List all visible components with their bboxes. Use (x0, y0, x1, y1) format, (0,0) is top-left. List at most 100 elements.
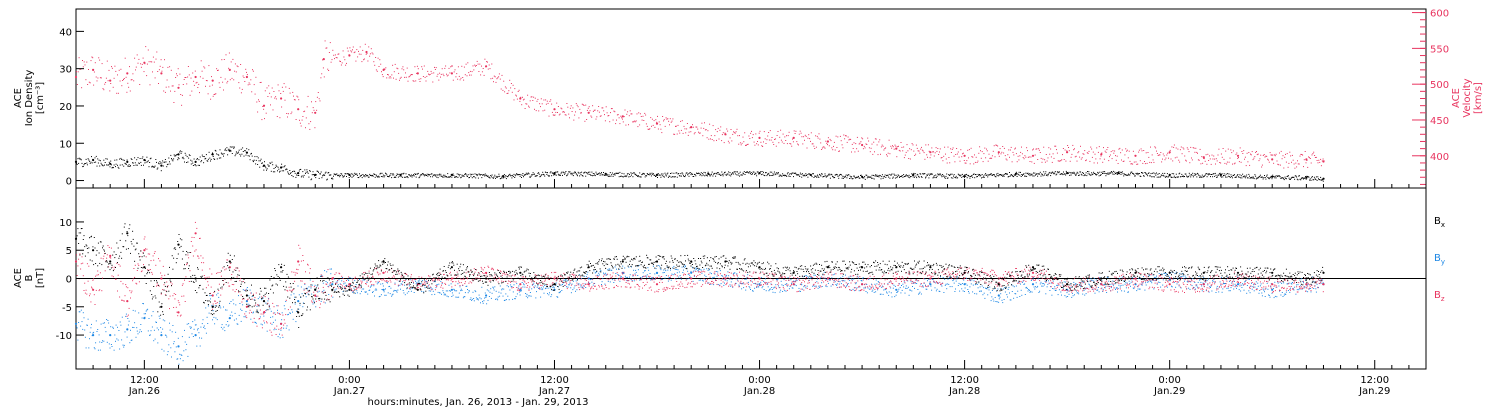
by-point (229, 317, 231, 319)
velocity-point (451, 72, 453, 74)
x-tick-time: 0:00 (1158, 375, 1180, 386)
velocity-tick-label: 500 (1430, 80, 1449, 91)
velocity-point (195, 76, 197, 78)
velocity-tick-label: 600 (1430, 9, 1449, 20)
by-point (451, 289, 453, 291)
velocity-point (246, 76, 248, 78)
density-tick-label: 30 (59, 65, 72, 76)
bx-point (1100, 277, 1102, 279)
bz-point (280, 323, 282, 325)
velocity-point (280, 97, 282, 99)
b-tick-label: -5 (62, 303, 72, 314)
bz-point (212, 294, 214, 296)
b-tick-label: -10 (56, 331, 72, 342)
by-point (297, 300, 299, 302)
bx-point (109, 260, 111, 262)
legend-By: By (1434, 253, 1445, 266)
velocity-point (177, 87, 179, 89)
velocity-point (758, 137, 760, 139)
by-point (998, 294, 1000, 296)
bx-point (246, 294, 248, 296)
bx-point (622, 260, 624, 262)
x-tick-time: 0:00 (338, 375, 360, 386)
bz-point (160, 277, 162, 279)
x-axis-title: hours:minutes, Jan. 26, 2013 - Jan. 29, … (368, 397, 589, 408)
velocity-point (229, 69, 231, 71)
velocity-point (998, 151, 1000, 153)
x-tick-date: Jan.29 (1153, 386, 1185, 397)
velocity-scatter (76, 40, 1325, 168)
bx-point (92, 249, 94, 251)
density-point (195, 161, 197, 163)
by-point (1032, 283, 1034, 285)
bx-point (160, 306, 162, 308)
velocity-tick-label: 550 (1430, 44, 1449, 55)
velocity-point (588, 112, 590, 114)
by-point (895, 289, 897, 291)
bz-point (177, 311, 179, 313)
bz-point (656, 283, 658, 285)
bx-point (1066, 283, 1068, 285)
bz-point (1134, 277, 1136, 279)
velocity-point (553, 108, 555, 110)
bx-point (485, 277, 487, 279)
bz-point (519, 283, 521, 285)
velocity-point (314, 112, 316, 114)
density-tick-label: 10 (59, 139, 72, 150)
velocity-point (92, 69, 94, 71)
bz-point (126, 300, 128, 302)
velocity-point (1032, 155, 1034, 157)
velocity-point (1100, 153, 1102, 155)
b-tick-label: 10 (59, 218, 72, 229)
x-tick-time: 12:00 (130, 375, 159, 386)
velocity-tick-label: 450 (1430, 116, 1449, 127)
bz-point (793, 283, 795, 285)
bz-point (724, 277, 726, 279)
by-point (75, 323, 77, 325)
x-tick-date: Jan.28 (948, 386, 980, 397)
bz-point (895, 277, 897, 279)
velocity-point (895, 148, 897, 150)
bx-point (964, 272, 966, 274)
by-point (383, 289, 385, 291)
velocity-point (622, 115, 624, 117)
velocity-point (964, 155, 966, 157)
bx-point (1032, 266, 1034, 268)
bz-point (622, 277, 624, 279)
bx-point (519, 272, 521, 274)
by-point (177, 345, 179, 347)
bx-point (1271, 272, 1273, 274)
x-tick-date: Jan.27 (538, 386, 570, 397)
by-point (485, 294, 487, 296)
density-point (126, 161, 128, 163)
bx-point (195, 277, 197, 279)
bz-point (553, 277, 555, 279)
velocity-point (126, 72, 128, 74)
bz-point (92, 289, 94, 291)
bz-point (929, 277, 931, 279)
by-point (160, 334, 162, 336)
x-tick-time: 12:00 (540, 375, 569, 386)
velocity-point (656, 123, 658, 125)
by-point (195, 334, 197, 336)
b-tick-label: 5 (66, 246, 72, 257)
velocity-point (160, 72, 162, 74)
legend-Bz: Bz (1434, 290, 1445, 303)
bz-point (588, 283, 590, 285)
legend-Bx: Bx (1434, 216, 1445, 229)
bz-point (143, 249, 145, 251)
velocity-point (109, 80, 111, 82)
by-point (690, 272, 692, 274)
x-tick-date: Jan.27 (333, 386, 365, 397)
velocity-point (861, 144, 863, 146)
velocity-tick-label: 400 (1430, 152, 1449, 163)
density-tick-label: 20 (59, 102, 72, 113)
bz-point (195, 232, 197, 234)
bx-point (417, 289, 419, 291)
by-scatter (76, 265, 1324, 365)
